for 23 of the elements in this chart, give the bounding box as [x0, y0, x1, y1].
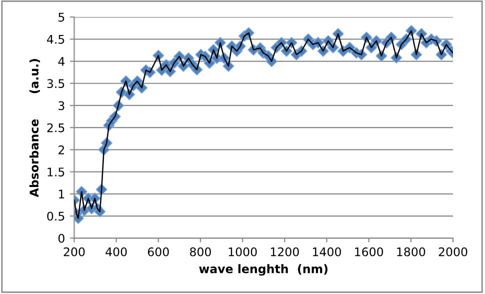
x-tick-label: 1400 — [313, 247, 341, 256]
y-tick-label: 5 — [58, 12, 64, 22]
x-tick-label: 1000 — [228, 247, 257, 256]
y-tick-label: 1 — [58, 190, 64, 198]
y-tick-label: 4 — [58, 57, 65, 66]
x-tick-label: 1800 — [397, 247, 426, 256]
y-tick-label: 3.5 — [47, 79, 64, 88]
x-tick-label: 1200 — [270, 247, 299, 256]
y-tick-label: 2.5 — [47, 123, 64, 132]
y-tick-label: 0.5 — [47, 212, 64, 221]
x-tick-label: 1600 — [355, 247, 384, 256]
y-tick-label: 0 — [58, 234, 64, 243]
x-tick-label: 2000 — [438, 247, 468, 256]
y-tick-label: 2 — [58, 145, 64, 154]
x-axis-title: wave lenghth (nm) — [199, 264, 328, 276]
y-axis-title: Absorbance (a.u.) — [29, 59, 40, 198]
y-tick-label: 1.5 — [48, 168, 64, 176]
y-tick-label: 3 — [58, 101, 64, 110]
x-tick-label: 400 — [106, 247, 127, 256]
y-tick-label: 4.5 — [46, 35, 64, 44]
x-tick-label: 200 — [64, 247, 85, 256]
x-tick-label: 800 — [190, 247, 211, 256]
x-tick-label: 600 — [148, 247, 169, 256]
